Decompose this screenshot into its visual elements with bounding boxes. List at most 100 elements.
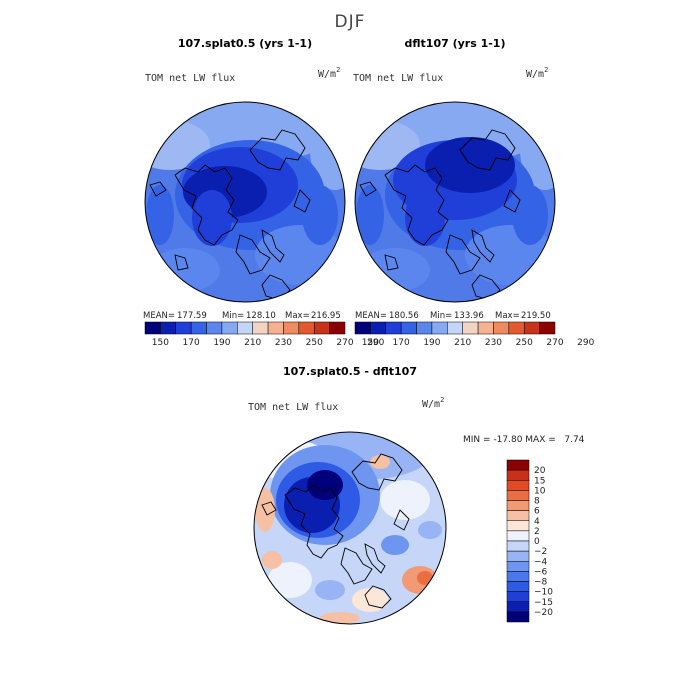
diff-panel-units: W/m2 (422, 396, 444, 410)
panel-b-colorbar-box (478, 322, 493, 334)
panel-b-colorbar-box (401, 322, 416, 334)
panel-a-colorbar-box (253, 322, 268, 334)
panel-b-colorbar-tick-label: 210 (454, 338, 471, 348)
diff-panel-minmax: MIN = -17.80 MAX = 7.74 (463, 435, 585, 445)
panel-b-colorbar-tick-label: 150 (362, 338, 379, 348)
panel-b-colorbar-box (447, 322, 462, 334)
diff-panel-colorbar-tick-label: −8 (534, 578, 548, 588)
panel-a-colorbar-tick-label: 170 (183, 338, 200, 348)
panel-b-colorbar-box (417, 322, 432, 334)
panel-a-colorbar-tick-label: 210 (244, 338, 261, 348)
panel-b: dflt107 (yrs 1-1) TOM net LW flux W/m2 (340, 37, 595, 348)
diff-panel-colorbar-box (507, 571, 529, 581)
panel-b-title: dflt107 (yrs 1-1) (405, 37, 506, 50)
panel-b-mean-value: 180.56 (389, 311, 419, 321)
diff-panel-colorbar-box (507, 551, 529, 561)
diff-panel-colorbar-tick-label: 8 (534, 497, 540, 507)
diff-panel-colorbar-box (507, 470, 529, 480)
panel-a-mean-label: MEAN= (143, 311, 175, 321)
panel-b-max-label: Max= (495, 311, 520, 321)
panel-a-colorbar-box (145, 322, 160, 334)
figure: DJF 107.splat0.5 (yrs 1-1) TOM net LW fl… (0, 0, 700, 700)
panel-a-colorbar-box (268, 322, 283, 334)
panel-a-units: W/m2 (318, 66, 340, 80)
panel-a-colorbar-box (237, 322, 252, 334)
panel-a-colorbar-box (191, 322, 206, 334)
panel-b-colorbar-tick-label: 170 (393, 338, 410, 348)
panel-a-colorbar-box (283, 322, 298, 334)
panel-b-colorbar-tick-label: 290 (577, 338, 594, 348)
diff-panel-colorbar-tick-label: −20 (534, 608, 553, 618)
panel-a-colorbar-tick-label: 270 (336, 338, 353, 348)
panel-b-colorbar-box (463, 322, 478, 334)
diff-panel-colorbar-box (507, 541, 529, 551)
panel-a-max-label: Max= (285, 311, 310, 321)
panel-b-colorbar-box (370, 322, 385, 334)
panel-b-colorbar-tick-label: 190 (423, 338, 440, 348)
diff-panel-colorbar-tick-label: 0 (534, 537, 540, 547)
panel-b-max-value: 219.50 (521, 311, 551, 321)
panel-a-colorbar-box (314, 322, 329, 334)
diff-panel-colorbar-box (507, 460, 529, 470)
panel-a-colorbar-box (330, 322, 345, 334)
panel-a: 107.splat0.5 (yrs 1-1) TOM net LW flux W… (130, 37, 385, 348)
panel-b-colorbar-tick-label: 270 (546, 338, 563, 348)
panel-a-colorbar-tick-label: 230 (275, 338, 292, 348)
panel-b-colorbar-tick-label: 230 (485, 338, 502, 348)
panel-b-units: W/m2 (526, 66, 548, 80)
panel-b-colorbar-box (493, 322, 508, 334)
panel-a-stats: MEAN= 177.59 Min= 128.10 Max= 216.95 (143, 311, 341, 321)
panel-a-colorbar: 150 170 190 210 230 250 270 290 (145, 322, 385, 348)
panel-a-mean-value: 177.59 (177, 311, 207, 321)
diff-panel-colorbar-tick-label: 20 (534, 466, 546, 476)
diff-panel-colorbar-box (507, 521, 529, 531)
panel-b-mean-label: MEAN= (355, 311, 387, 321)
panel-b-map (340, 93, 570, 302)
panel-a-colorbar-tick-label: 250 (306, 338, 323, 348)
diff-panel-title: 107.splat0.5 - dflt107 (283, 365, 417, 378)
diff-panel-colorbar-box (507, 602, 529, 612)
diff-panel-colorbar-box (507, 561, 529, 571)
diff-panel-colorbar-tick-label: 15 (534, 476, 545, 486)
diff-panel-colorbar-tick-label: −6 (534, 567, 548, 577)
diff-panel-colorbar-tick-label: 4 (534, 517, 540, 527)
panel-a-colorbar-tick-label: 150 (152, 338, 169, 348)
panel-b-colorbar-box (432, 322, 447, 334)
diff-panel-colorbar-tick-label: −15 (534, 598, 553, 608)
panel-b-colorbar: 150 170 190 210 230 250 270 290 (355, 322, 595, 348)
diff-panel-colorbar-tick-label: 6 (534, 507, 540, 517)
panel-b-colorbar-box (540, 322, 555, 334)
panel-a-map (130, 93, 360, 302)
diff-panel-variable: TOM net LW flux (248, 402, 338, 413)
diff-panel-colorbar-tick-label: −2 (534, 547, 547, 557)
diff-panel-colorbar-tick-label: −4 (534, 557, 548, 567)
diff-panel-colorbar-box (507, 582, 529, 592)
panel-b-min-value: 133.96 (454, 311, 484, 321)
panel-b-colorbar-box (355, 322, 370, 334)
panel-a-min-value: 128.10 (246, 311, 276, 321)
panel-a-max-value: 216.95 (311, 311, 341, 321)
panel-b-variable: TOM net LW flux (353, 73, 443, 84)
diff-panel-colorbar-tick-label: 2 (534, 527, 540, 537)
panel-a-title: 107.splat0.5 (yrs 1-1) (178, 37, 312, 50)
panel-a-min-label: Min= (222, 311, 244, 321)
panel-b-min-label: Min= (430, 311, 452, 321)
panel-a-colorbar-box (222, 322, 237, 334)
figure-title: DJF (335, 12, 366, 32)
diff-panel: 107.splat0.5 - dflt107 TOM net LW flux W… (248, 365, 585, 624)
panel-b-colorbar-box (524, 322, 539, 334)
panel-a-variable: TOM net LW flux (145, 73, 235, 84)
panel-a-colorbar-box (176, 322, 191, 334)
diff-panel-colorbar-box (507, 511, 529, 521)
panel-b-stats: MEAN= 180.56 Min= 133.96 Max= 219.50 (355, 311, 551, 321)
diff-panel-colorbar-tick-label: −10 (534, 588, 553, 598)
diff-panel-colorbar-box (507, 501, 529, 511)
panel-a-colorbar-box (299, 322, 314, 334)
diff-panel-colorbar-box (507, 531, 529, 541)
panel-a-colorbar-box (207, 322, 222, 334)
panel-a-colorbar-box (160, 322, 175, 334)
diff-panel-colorbar-box (507, 612, 529, 622)
panel-b-colorbar-box (386, 322, 401, 334)
panel-a-colorbar-tick-label: 190 (213, 338, 230, 348)
